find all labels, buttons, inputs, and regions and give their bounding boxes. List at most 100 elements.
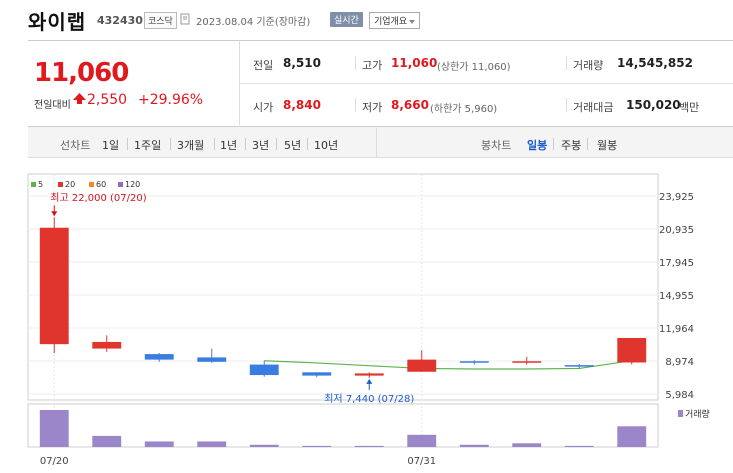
candle-body: [407, 359, 437, 372]
volume-bar: [407, 434, 437, 447]
period-1d[interactable]: 1일: [102, 139, 120, 152]
candle-body: [39, 227, 69, 345]
divider: [587, 138, 588, 150]
volume-label: 거래량: [685, 408, 710, 420]
y-tick-label: 20,935: [659, 225, 694, 236]
stock-code: 432430: [97, 14, 143, 27]
low-value: 8,660: [391, 98, 429, 112]
legend-label: 120: [125, 180, 141, 189]
legend-ma60: 60: [89, 180, 106, 189]
y-tick-label: 8,974: [665, 357, 694, 368]
open-value: 8,840: [283, 98, 321, 112]
volume-swatch: [678, 410, 683, 417]
high-label: 고가: [362, 59, 383, 72]
max-price-label: 최고 22,000 (07/20): [50, 192, 146, 204]
y-tick-label: 5,984: [665, 390, 694, 401]
period-10y[interactable]: 10년: [314, 139, 339, 152]
volume-bar: [354, 445, 384, 447]
company-overview-dropdown[interactable]: 기업개요: [369, 12, 421, 29]
volume-bar: [564, 445, 594, 447]
period-3m[interactable]: 3개월: [177, 139, 205, 152]
divider: [355, 98, 356, 112]
volume-bar: [39, 410, 69, 447]
volume-bar: [92, 435, 122, 447]
market-badge: 코스닥: [144, 12, 177, 29]
price-pane-frame: [27, 173, 659, 401]
chevron-down-icon: [409, 19, 416, 24]
divider: [170, 138, 171, 150]
divider: [245, 138, 246, 150]
amount-unit: 백만: [679, 101, 700, 114]
period-daily[interactable]: 일봉: [527, 139, 548, 152]
ma5-line: [264, 360, 632, 370]
legend-swatch: [31, 182, 36, 187]
base-date: 2023.08.04 기준(장마감): [196, 17, 311, 28]
divider: [355, 56, 356, 70]
divider: [376, 128, 377, 157]
volume-bar: [512, 443, 542, 447]
period-weekly[interactable]: 주봉: [561, 139, 582, 152]
candle-body: [459, 361, 489, 363]
period-1y[interactable]: 1년: [220, 139, 238, 152]
legend-ma20: 20: [58, 180, 75, 189]
legend-label: 5: [38, 180, 44, 189]
upper-limit: (상한가 11,060): [437, 62, 511, 73]
period-3y[interactable]: 3년: [252, 139, 270, 152]
amount-value: 150,020: [626, 98, 681, 112]
y-tick-label: 11,964: [659, 324, 694, 335]
prev-close-label: 전일: [253, 59, 274, 72]
amount-label: 거래대금: [573, 101, 614, 114]
min-arrow-head: [366, 378, 373, 384]
volume-bar: [302, 445, 332, 447]
change-rate: +29.96%: [138, 92, 204, 108]
high-value: 11,060: [391, 56, 438, 70]
price-summary: [28, 40, 733, 127]
y-tick-label: 17,945: [659, 258, 694, 269]
divider: [553, 138, 554, 150]
volume-value: 14,545,852: [617, 56, 693, 70]
prev-close-value: 8,510: [283, 56, 321, 70]
candle-body: [197, 357, 227, 362]
candle-body: [144, 354, 174, 360]
period-5y[interactable]: 5년: [284, 139, 302, 152]
up-arrow-icon: [73, 93, 86, 104]
legend-swatch: [89, 182, 94, 187]
candle-body: [564, 365, 594, 367]
legend-swatch: [118, 182, 123, 187]
period-1w[interactable]: 1주일: [134, 139, 162, 152]
period-monthly[interactable]: 월봉: [597, 139, 618, 152]
min-price-label: 최저 7,440 (07/28): [324, 393, 414, 405]
divider: [214, 138, 215, 150]
volume-pane-frame: [27, 403, 659, 448]
y-tick-label: 14,955: [659, 291, 694, 302]
legend-ma120: 120: [118, 180, 140, 189]
x-tick-label: 07/31: [407, 456, 436, 467]
change-label: 전일대비: [34, 100, 71, 111]
realtime-button[interactable]: 실시간: [330, 12, 363, 27]
divider: [127, 138, 128, 150]
legend-ma5: 5: [31, 180, 43, 189]
volume-bar: [197, 441, 227, 447]
candle-body: [354, 373, 384, 376]
max-arrow-head: [51, 211, 58, 217]
candle-body: [92, 341, 122, 349]
divider: [307, 138, 308, 150]
lower-limit: (하한가 5,960): [430, 104, 498, 115]
legend-label: 60: [96, 180, 107, 189]
current-price: 11,060: [34, 58, 129, 88]
divider: [566, 98, 567, 112]
volume-bar: [617, 426, 647, 447]
candle-body: [512, 361, 542, 363]
volume-bar: [249, 444, 279, 447]
period-bar: [28, 127, 733, 158]
volume-bar: [459, 444, 489, 447]
y-tick-label: 23,925: [659, 192, 694, 203]
price-change: 2,550: [87, 92, 128, 108]
volume-bar: [144, 441, 174, 447]
document-icon: [180, 13, 190, 25]
low-label: 저가: [362, 101, 383, 114]
legend-label: 20: [65, 180, 76, 189]
volume-label: 거래량: [573, 59, 604, 72]
divider: [239, 41, 240, 125]
